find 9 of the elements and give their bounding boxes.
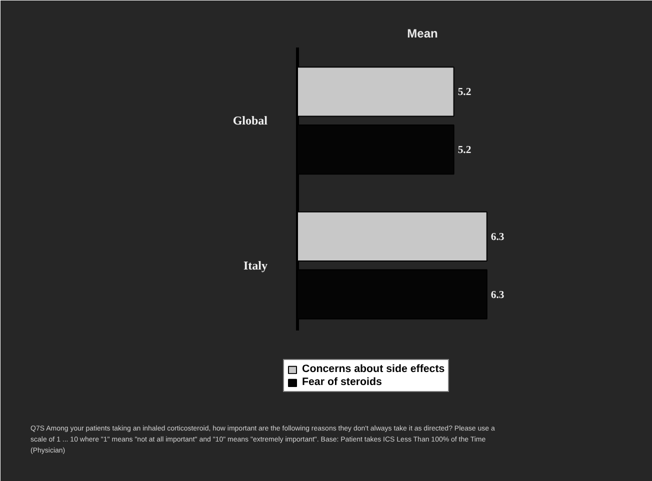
y-tick-label: Global (232, 114, 268, 128)
legend-label: Fear of steroids (302, 376, 382, 388)
chart-title: Mean (407, 26, 438, 40)
data-label: 5.2 (458, 145, 472, 156)
data-label: 5.2 (458, 87, 472, 98)
data-label: 6.3 (490, 232, 504, 243)
data-label: 6.3 (490, 290, 504, 301)
y-tick-label: Italy (244, 258, 268, 272)
legend-label: Concerns about side effects (302, 363, 445, 375)
